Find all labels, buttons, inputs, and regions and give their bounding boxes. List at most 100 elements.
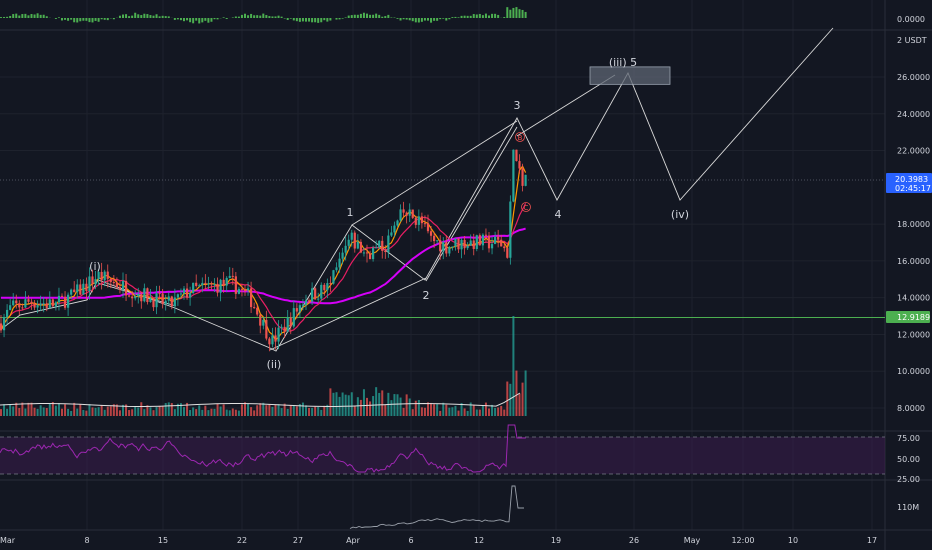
histogram-bar (311, 18, 314, 23)
histogram-bar (176, 18, 179, 20)
volume-bar (183, 407, 185, 416)
candle-body (39, 303, 42, 306)
candle-body (509, 201, 512, 258)
histogram-bar (411, 18, 414, 22)
volume-bar (247, 403, 250, 416)
candle-body (225, 277, 228, 286)
candle-body (265, 319, 268, 339)
volume-bar (274, 404, 277, 416)
candle-body (420, 216, 423, 224)
volume-bar (356, 397, 359, 416)
volume-bar (433, 404, 436, 416)
candle-body (42, 303, 45, 305)
candle-body (94, 279, 97, 285)
histogram-bar (478, 13, 481, 18)
wave-channel-lower (269, 277, 427, 351)
volume-bar (298, 404, 301, 416)
volume-bar (518, 393, 521, 416)
candle-body (100, 271, 103, 281)
target-zone-box[interactable] (589, 66, 671, 85)
candle-body (375, 247, 378, 249)
volume-bar (491, 404, 494, 416)
candle-body (414, 217, 417, 225)
histogram-bar (231, 17, 234, 18)
histogram-bar (463, 15, 466, 18)
volume-bar (423, 407, 426, 416)
histogram-bar (103, 18, 106, 20)
candle-body (207, 283, 210, 285)
candle-body (326, 283, 329, 291)
candle-body (106, 271, 109, 279)
histogram-bar (250, 13, 253, 18)
candle-body (393, 225, 396, 233)
candle-body (268, 338, 271, 345)
volume-bar (396, 394, 399, 416)
histogram-bar (430, 18, 433, 23)
volume-bar (390, 400, 393, 416)
volume-bar (73, 402, 76, 416)
candle-body (103, 271, 106, 281)
volume-bar (109, 406, 112, 416)
candle-body (466, 245, 469, 249)
histogram-bar (417, 18, 420, 23)
rsi-band (0, 437, 885, 474)
histogram-bar (76, 18, 79, 23)
histogram-bar (308, 18, 311, 22)
volume-bar (173, 409, 176, 416)
histogram-bar (323, 18, 326, 21)
candle-body (173, 297, 176, 307)
histogram-bar (506, 7, 509, 18)
candle-body (356, 241, 359, 249)
histogram-bar (134, 12, 137, 18)
histogram-bar (295, 18, 298, 22)
candle-body (423, 223, 427, 225)
candle-body (152, 298, 155, 308)
histogram-bar (82, 18, 85, 21)
volume-bar (30, 402, 33, 416)
candle-body (512, 149, 515, 202)
volume-bar (128, 410, 131, 416)
volume-bar (506, 381, 509, 416)
volume-bar (189, 409, 192, 416)
histogram-bar (256, 15, 259, 18)
volume-bar (308, 407, 311, 416)
histogram-bar (85, 18, 88, 21)
candle-body (131, 296, 134, 299)
candle-body (436, 240, 439, 242)
histogram-bar (335, 18, 338, 20)
candle-body (387, 235, 390, 253)
histogram-bar (457, 17, 460, 18)
price-axis[interactable]: 26.0000 24.0000 22.0000 18.0000 16.0000 14.00… (897, 73, 930, 413)
candle-body (57, 295, 61, 303)
histogram-bar (161, 15, 164, 18)
volume-bar (82, 410, 85, 416)
candle-body (448, 246, 451, 254)
time-axis[interactable]: Mar 8 15 22 27 Apr 6 12 19 26 May 12:00 … (0, 536, 877, 545)
volume-bar (134, 406, 137, 416)
candle-body (298, 305, 301, 312)
histogram-bar (45, 16, 48, 18)
time-label-17: 17 (867, 536, 877, 545)
candle-body (341, 252, 344, 259)
volume-bar (500, 405, 503, 416)
histogram-bar (475, 14, 478, 18)
candle-body (0, 323, 3, 331)
histogram-bar (70, 18, 73, 20)
histogram-bar (225, 18, 228, 20)
price-tick-label: 18.0000 (897, 220, 930, 229)
candle-body (219, 279, 222, 293)
candle-body (192, 282, 195, 293)
candle-body (433, 235, 436, 242)
candle-body (198, 285, 201, 287)
candle-body (18, 303, 21, 308)
volume-bar (103, 409, 106, 416)
time-label-10: 10 (788, 536, 798, 545)
histogram-bar (201, 18, 204, 23)
volume-bar (167, 402, 170, 416)
candle-body (289, 317, 292, 327)
histogram-bar (289, 18, 292, 19)
volume-bar (375, 387, 378, 416)
candle-body (15, 300, 18, 304)
histogram-bar (213, 18, 216, 20)
